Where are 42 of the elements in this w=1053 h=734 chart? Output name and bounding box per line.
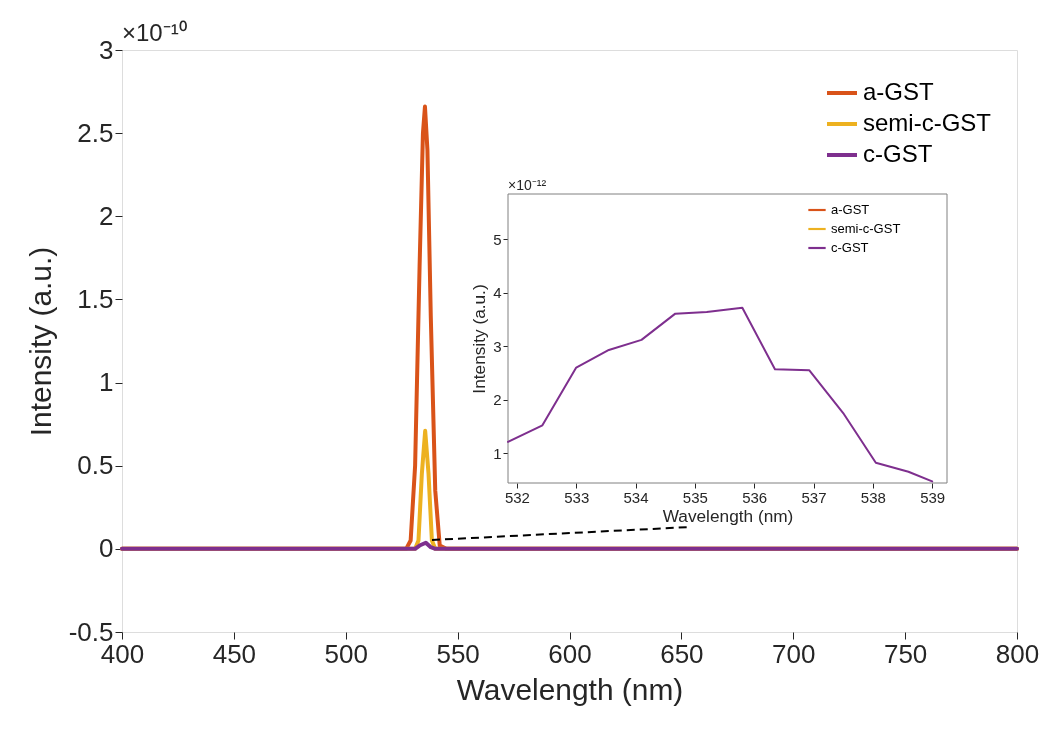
x-tick-label: 450 (212, 638, 257, 669)
y-axis-title: Intensity (a.u.) (469, 284, 490, 394)
x-tick-label: 539 (920, 488, 946, 506)
y-tick-label: 1.5 (77, 283, 114, 314)
x-tick-label: 535 (682, 488, 708, 506)
y-axis-title: Intensity (a.u.) (23, 246, 57, 437)
x-tick-label: 536 (742, 488, 768, 506)
y-tick-label: 5 (493, 230, 502, 248)
y-tick-label: 0.5 (77, 450, 114, 481)
x-axis-title: Wavelength (nm) (662, 505, 794, 526)
legend-label: c-GST (831, 240, 869, 255)
x-tick-label: 532 (504, 488, 530, 506)
legend-label: semi-c-GST (863, 109, 992, 136)
x-tick-label: 537 (801, 488, 827, 506)
y-tick-label: 0 (99, 533, 114, 564)
line-series (507, 306, 934, 483)
x-tick-label: 650 (660, 638, 704, 669)
x-tick-label: 538 (860, 488, 886, 506)
legend-label: c-GST (863, 140, 933, 167)
x-tick-label: 500 (324, 638, 368, 669)
x-tick-label: 550 (436, 638, 480, 669)
y-tick-label: 2 (99, 200, 114, 231)
y-tick-label: 2 (493, 391, 502, 409)
x-tick-label: 533 (564, 488, 590, 506)
x-tick-label: 800 (995, 638, 1040, 669)
x-tick-label: 534 (623, 488, 649, 506)
y-tick-label: 4 (493, 284, 502, 302)
annotation: ×10⁻¹² (508, 177, 547, 193)
line-series (120, 540, 1019, 551)
y-tick-label: 1 (99, 367, 114, 398)
legend-label: semi-c-GST (831, 221, 901, 236)
text: ×10⁻¹⁰ (122, 19, 187, 46)
x-tick-label: 600 (548, 638, 592, 669)
y-tick-label: 2.5 (77, 117, 114, 148)
x-tick-label: 750 (883, 638, 928, 669)
legend-label: a-GST (863, 78, 935, 105)
x-tick-label: 700 (772, 638, 816, 669)
legend-label: a-GST (831, 202, 870, 217)
y-tick-label: 3 (493, 337, 502, 355)
y-tick-label: 3 (99, 34, 114, 65)
x-axis-title: Wavelength (nm) (456, 672, 684, 706)
y-tick-label: 1 (493, 444, 502, 462)
